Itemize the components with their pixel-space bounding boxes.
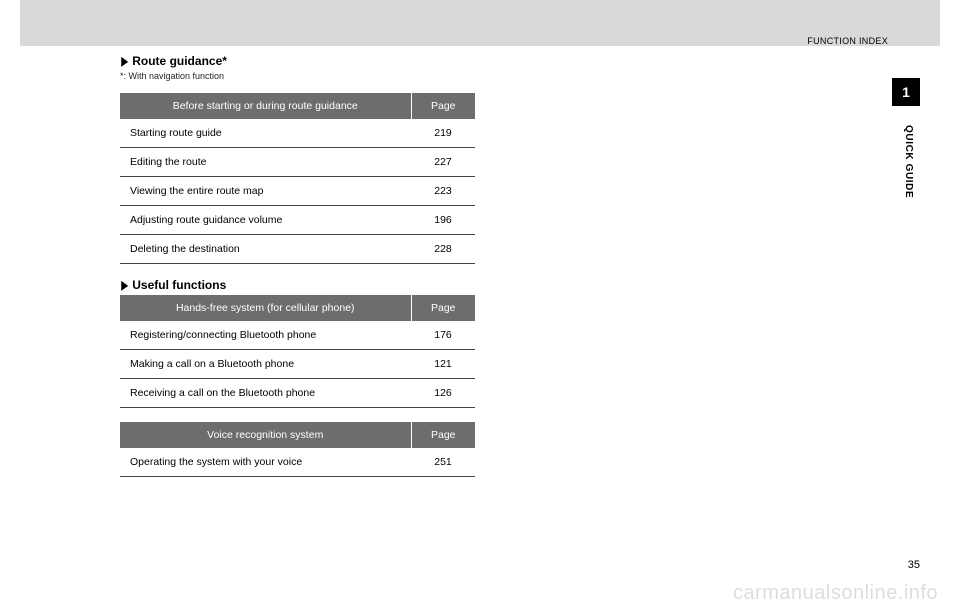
table-head-left: Voice recognition system — [120, 422, 411, 448]
chapter-tab: 1 — [892, 78, 920, 106]
row-page: 126 — [411, 379, 475, 408]
table-head-right: Page — [411, 93, 475, 119]
section1-title-text: Route guidance* — [132, 54, 227, 68]
row-page: 251 — [411, 448, 475, 477]
arrow-icon: ▶ — [121, 278, 127, 292]
voice-recognition-table: Voice recognition system Page Operating … — [120, 422, 475, 477]
table-row: Making a call on a Bluetooth phone121 — [120, 350, 475, 379]
table-row: Viewing the entire route map223 — [120, 177, 475, 206]
row-page: 223 — [411, 177, 475, 206]
header-label: FUNCTION INDEX — [807, 36, 888, 46]
table-row: Adjusting route guidance volume196 — [120, 206, 475, 235]
section1-title: ▶ Route guidance* — [120, 54, 475, 68]
watermark: carmanualsonline.info — [733, 582, 938, 605]
route-guidance-table: Before starting or during route guidance… — [120, 93, 475, 264]
row-label: Deleting the destination — [120, 235, 411, 264]
row-label: Editing the route — [120, 148, 411, 177]
content-column: ▶ Route guidance* *: With navigation func… — [120, 54, 475, 491]
row-label: Starting route guide — [120, 119, 411, 148]
hands-free-table: Hands-free system (for cellular phone) P… — [120, 295, 475, 408]
table-header-row: Before starting or during route guidance… — [120, 93, 475, 119]
table-row: Deleting the destination228 — [120, 235, 475, 264]
row-label: Receiving a call on the Bluetooth phone — [120, 379, 411, 408]
row-page: 219 — [411, 119, 475, 148]
row-page: 228 — [411, 235, 475, 264]
arrow-icon: ▶ — [121, 54, 127, 68]
row-label: Adjusting route guidance volume — [120, 206, 411, 235]
row-label: Registering/connecting Bluetooth phone — [120, 321, 411, 350]
section2-title-text: Useful functions — [132, 278, 226, 292]
row-label: Making a call on a Bluetooth phone — [120, 350, 411, 379]
table-header-row: Voice recognition system Page — [120, 422, 475, 448]
section2-title: ▶ Useful functions — [120, 278, 475, 292]
table-header-row: Hands-free system (for cellular phone) P… — [120, 295, 475, 321]
table-head-left: Before starting or during route guidance — [120, 93, 411, 119]
row-page: 176 — [411, 321, 475, 350]
table-row: Starting route guide219 — [120, 119, 475, 148]
row-label: Operating the system with your voice — [120, 448, 411, 477]
table-head-right: Page — [411, 295, 475, 321]
table-row: Operating the system with your voice251 — [120, 448, 475, 477]
section1-footnote: *: With navigation function — [120, 71, 475, 81]
page-root: FUNCTION INDEX 1 QUICK GUIDE ▶ Route guid… — [0, 0, 960, 611]
table-head-right: Page — [411, 422, 475, 448]
side-label: QUICK GUIDE — [903, 125, 914, 198]
top-bar — [20, 0, 940, 46]
row-label: Viewing the entire route map — [120, 177, 411, 206]
table-row: Receiving a call on the Bluetooth phone1… — [120, 379, 475, 408]
row-page: 196 — [411, 206, 475, 235]
table-row: Registering/connecting Bluetooth phone17… — [120, 321, 475, 350]
table-row: Editing the route227 — [120, 148, 475, 177]
table-head-left: Hands-free system (for cellular phone) — [120, 295, 411, 321]
row-page: 121 — [411, 350, 475, 379]
page-number: 35 — [908, 559, 920, 571]
row-page: 227 — [411, 148, 475, 177]
